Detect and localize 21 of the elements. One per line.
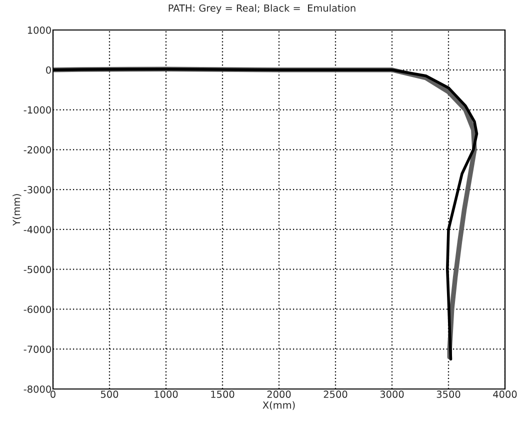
- y-tick-label: -3000: [24, 186, 51, 194]
- x-tick-label: 4000: [493, 390, 517, 398]
- y-tick-label: -2000: [24, 146, 51, 154]
- y-axis-title: Y(mm): [12, 194, 22, 226]
- x-tick-label: 1500: [211, 390, 234, 398]
- y-tick-label: 1000: [28, 26, 51, 34]
- x-tick-label: 2500: [324, 390, 348, 398]
- y-tick-label: 0: [46, 66, 51, 74]
- x-tick-label: 500: [100, 390, 118, 398]
- y-tick-label: -5000: [24, 266, 51, 274]
- chart-title: PATH: Grey = Real; Black = Emulation: [168, 4, 356, 14]
- x-axis-title: X(mm): [262, 401, 295, 410]
- y-tick-label: -7000: [24, 346, 51, 353]
- y-tick-label: -4000: [24, 226, 51, 234]
- y-tick-label: -6000: [24, 306, 51, 314]
- x-tick-label: 3500: [436, 390, 460, 398]
- x-tick-label: 2000: [267, 390, 291, 398]
- x-tick-label: 3000: [380, 390, 404, 398]
- y-tick-label: -1000: [24, 106, 51, 114]
- y-tick-label: -8000: [24, 385, 51, 393]
- x-tick-label: 1000: [154, 390, 178, 398]
